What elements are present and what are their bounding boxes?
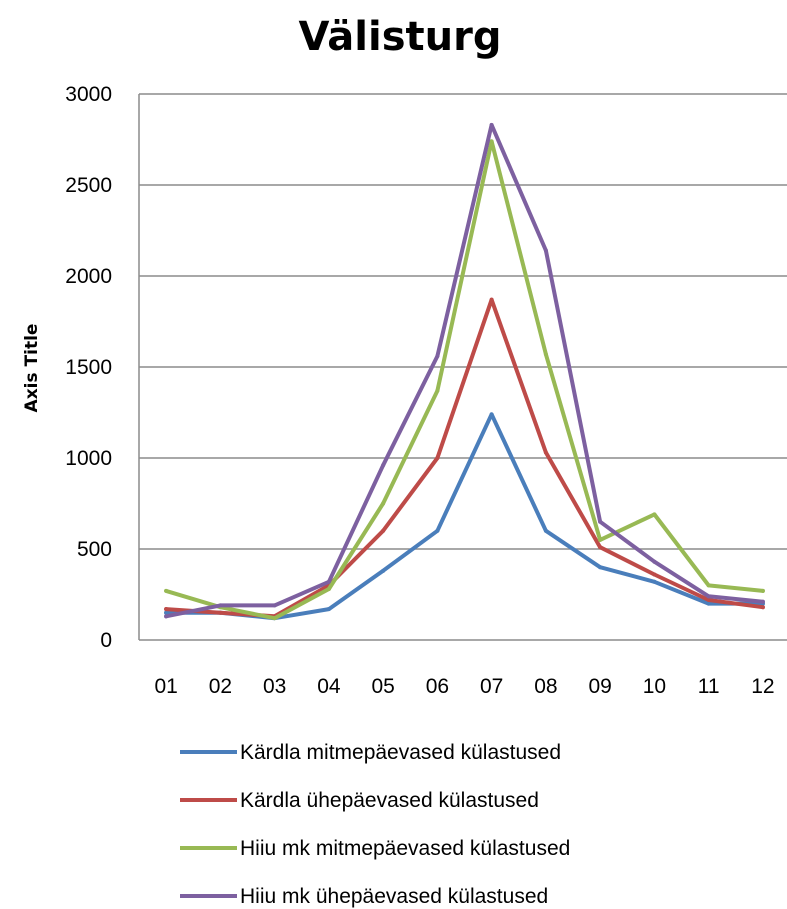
data-point bbox=[706, 597, 711, 602]
legend-label: Kärdla ühepäevased külastused bbox=[240, 789, 539, 812]
x-tick-label: 03 bbox=[263, 675, 286, 698]
data-point bbox=[598, 519, 603, 524]
data-point bbox=[543, 352, 548, 357]
data-point bbox=[706, 594, 711, 599]
data-point bbox=[381, 463, 386, 468]
data-point bbox=[652, 512, 657, 517]
data-point bbox=[326, 587, 331, 592]
data-point bbox=[218, 603, 223, 608]
x-tick-label: 02 bbox=[209, 675, 232, 698]
data-point bbox=[164, 607, 169, 612]
x-tick-label: 01 bbox=[154, 675, 177, 698]
data-point bbox=[164, 614, 169, 619]
data-point bbox=[435, 528, 440, 533]
data-point bbox=[543, 528, 548, 533]
data-point bbox=[489, 122, 494, 127]
y-axis-label: Axis Title bbox=[22, 324, 42, 413]
y-tick-label: 1500 bbox=[65, 356, 112, 379]
y-axis-ticks: 0 500 1000 1500 2000 2500 3000 bbox=[65, 83, 112, 652]
data-point bbox=[598, 565, 603, 570]
data-point bbox=[489, 297, 494, 302]
data-point bbox=[652, 579, 657, 584]
y-tick-label: 0 bbox=[100, 629, 112, 652]
x-tick-label: 09 bbox=[588, 675, 611, 698]
series-line bbox=[164, 139, 765, 621]
data-point bbox=[760, 588, 765, 593]
data-point bbox=[706, 583, 711, 588]
data-point bbox=[381, 501, 386, 506]
data-point bbox=[543, 248, 548, 253]
x-tick-label: 11 bbox=[698, 675, 720, 698]
data-point bbox=[706, 601, 711, 606]
data-point bbox=[489, 412, 494, 417]
data-point bbox=[598, 537, 603, 542]
data-point bbox=[272, 603, 277, 608]
data-point bbox=[326, 607, 331, 612]
data-point bbox=[272, 616, 277, 621]
data-point bbox=[489, 139, 494, 144]
y-tick-label: 500 bbox=[77, 538, 112, 561]
data-point bbox=[164, 588, 169, 593]
legend: Kärdla mitmepäevased külastused Kärdla üh… bbox=[180, 741, 570, 908]
data-point bbox=[760, 599, 765, 604]
x-tick-label: 05 bbox=[371, 675, 394, 698]
x-axis-ticks: 01 02 03 04 05 06 07 08 09 10 11 12 bbox=[154, 675, 774, 698]
data-point bbox=[598, 545, 603, 550]
data-point bbox=[381, 568, 386, 573]
x-tick-label: 04 bbox=[317, 675, 341, 698]
y-tick-label: 2000 bbox=[65, 265, 112, 288]
data-point bbox=[218, 610, 223, 615]
legend-item: Hiiu mk mitmepäevased külastused bbox=[180, 837, 570, 860]
legend-item: Kärdla mitmepäevased külastused bbox=[180, 741, 561, 764]
y-tick-label: 1000 bbox=[65, 447, 112, 470]
data-point bbox=[652, 572, 657, 577]
y-tick-label: 2500 bbox=[65, 174, 112, 197]
data-point bbox=[381, 528, 386, 533]
x-tick-label: 08 bbox=[534, 675, 557, 698]
legend-label: Kärdla mitmepäevased külastused bbox=[240, 741, 561, 764]
legend-label: Hiiu mk ühepäevased külastused bbox=[240, 885, 548, 908]
series-lines bbox=[164, 122, 765, 621]
data-point bbox=[435, 456, 440, 460]
legend-label: Hiiu mk mitmepäevased külastused bbox=[240, 837, 570, 860]
data-point bbox=[435, 388, 440, 393]
data-point bbox=[164, 610, 169, 615]
series-line bbox=[164, 122, 765, 619]
x-tick-label: 07 bbox=[480, 675, 503, 698]
data-point bbox=[543, 450, 548, 455]
data-point bbox=[326, 579, 331, 584]
legend-item: Kärdla ühepäevased külastused bbox=[180, 789, 539, 812]
series-line bbox=[164, 412, 765, 621]
x-tick-label: 12 bbox=[751, 675, 774, 698]
data-point bbox=[652, 559, 657, 564]
x-tick-label: 06 bbox=[426, 675, 449, 698]
legend-item: Hiiu mk ühepäevased külastused bbox=[180, 885, 548, 908]
y-tick-label: 3000 bbox=[65, 83, 112, 106]
data-point bbox=[435, 354, 440, 359]
chart-title: Välisturg bbox=[299, 14, 502, 60]
data-point bbox=[760, 605, 765, 610]
x-tick-label: 10 bbox=[643, 675, 666, 698]
